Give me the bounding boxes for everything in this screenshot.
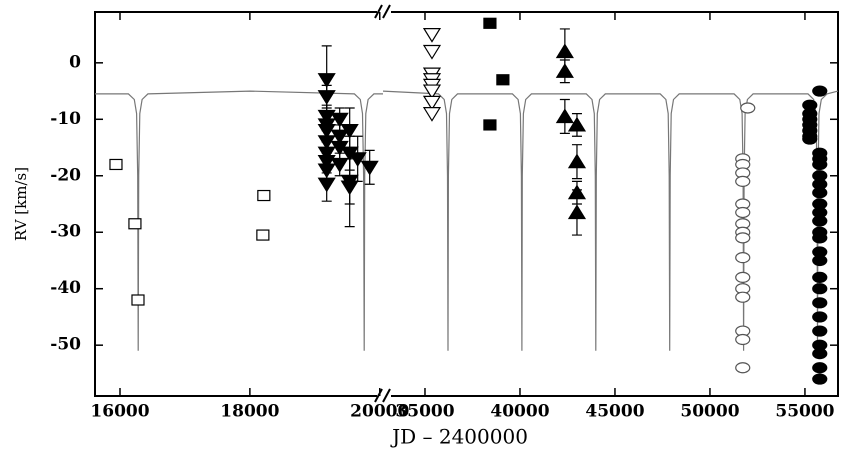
marker [812,85,828,97]
marker [555,108,574,124]
marker [360,160,379,176]
marker [735,333,751,346]
marker [812,348,828,360]
x-tick-label: 40000 [490,402,549,422]
x-tick-label: 35000 [395,402,454,422]
model-curve [95,90,839,351]
y-tick-label: -30 [50,222,81,242]
x-tick-label: 55000 [775,402,834,422]
marker [422,27,442,43]
marker [735,232,751,244]
marker [735,271,751,284]
marker [735,206,751,219]
marker [740,102,756,114]
marker [735,291,751,303]
marker [555,43,574,59]
marker [422,95,442,111]
marker [812,373,828,385]
marker [812,283,828,295]
marker [812,158,828,171]
x-tick-label: 18000 [220,402,279,422]
marker [348,152,367,167]
x-tick-label: 16000 [90,402,149,422]
marker [131,294,145,306]
marker [567,116,587,132]
x-tick-label: 45000 [585,402,644,422]
plot-frame [94,11,839,397]
x-tick-label: 50000 [680,402,739,422]
marker [812,297,828,309]
marker [567,204,587,220]
marker [567,153,587,169]
marker [128,218,142,230]
marker [256,229,270,241]
marker [340,123,359,139]
y-tick-label: -10 [50,109,81,129]
marker [812,187,828,199]
y-tick-label: -40 [50,278,81,298]
marker [735,175,751,188]
y-tick-label: -20 [50,165,81,185]
marker [422,107,442,122]
marker [422,44,442,60]
marker [812,311,828,323]
x-tick-label: 20000 [350,402,409,422]
marker [317,177,336,193]
x-axis-label: JD – 2400000 [390,425,528,449]
marker [257,189,271,202]
marker [735,362,751,374]
marker [735,252,751,264]
marker [330,157,349,173]
marker [317,90,336,105]
marker [812,215,828,227]
marker [555,63,574,78]
marker [109,158,123,171]
marker [812,271,828,284]
marker [802,133,818,145]
marker [330,112,349,128]
marker [812,254,828,267]
marker [812,232,828,244]
marker [340,180,359,196]
y-tick-label: 0 [69,52,81,72]
y-tick-label: -50 [50,335,81,355]
marker [483,17,497,29]
y-axis-label: RV [km/s] [12,167,30,241]
marker [496,74,510,86]
marker [483,119,497,131]
marker [812,325,828,337]
marker [317,73,336,88]
axis-break [374,4,391,404]
marker [422,84,442,100]
marker [812,362,828,374]
